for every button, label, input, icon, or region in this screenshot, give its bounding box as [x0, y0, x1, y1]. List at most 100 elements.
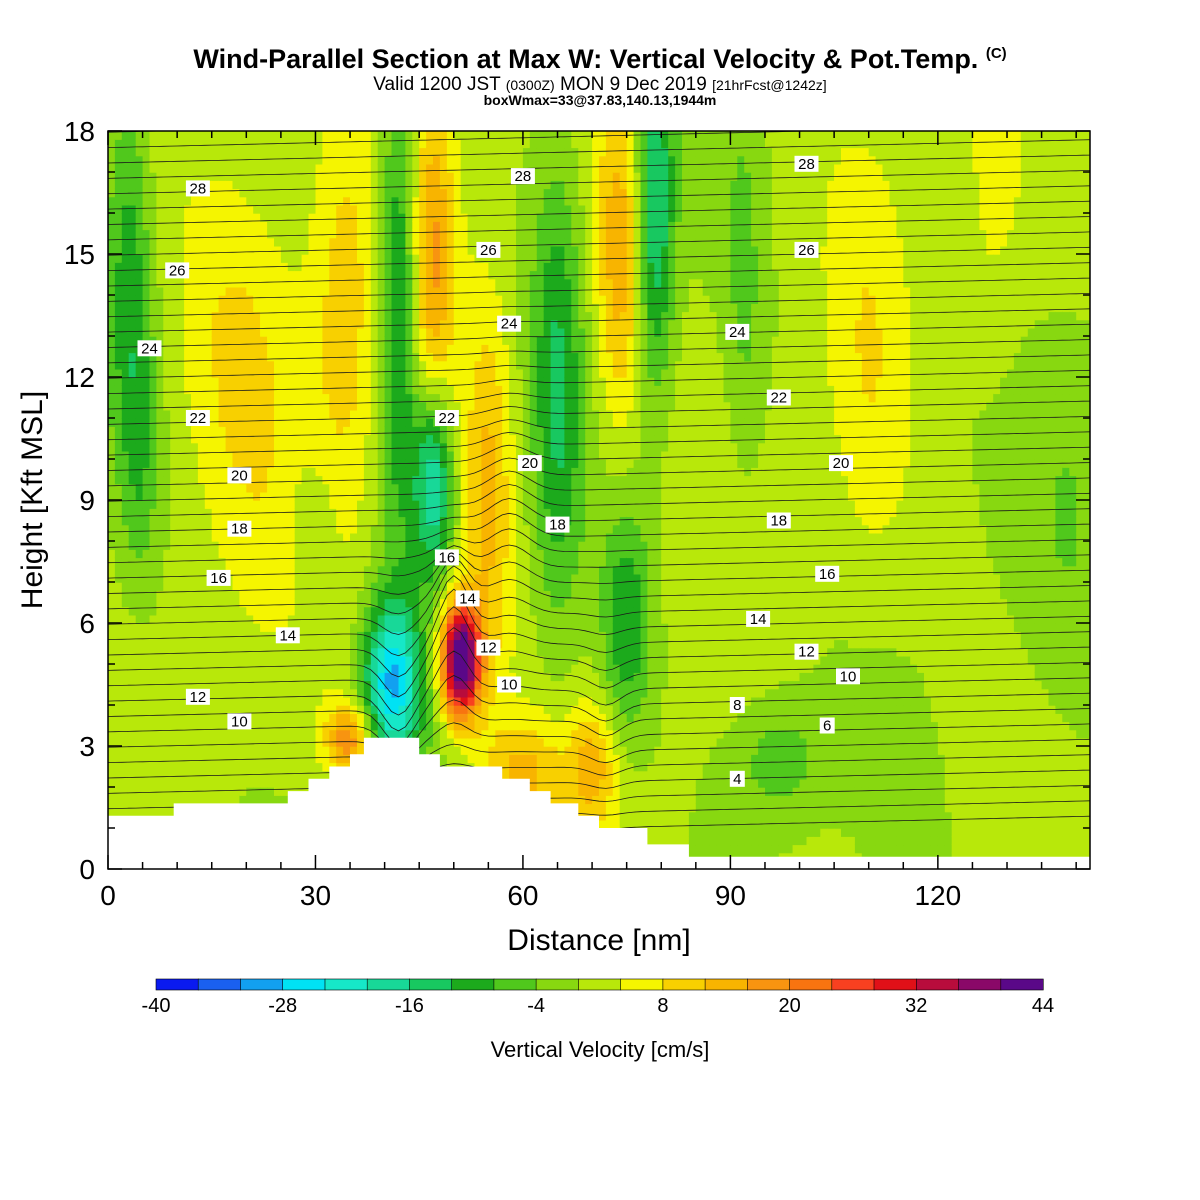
velocity-cell [253, 409, 261, 419]
velocity-cell [294, 319, 303, 329]
velocity-cell [156, 262, 164, 272]
velocity-cell [446, 475, 455, 485]
velocity-cell [481, 270, 489, 280]
velocity-cell [232, 270, 241, 280]
velocity-cell [204, 795, 213, 805]
velocity-cell [481, 582, 489, 591]
velocity-cell [412, 147, 420, 157]
velocity-cell [398, 360, 407, 370]
velocity-cell [301, 295, 310, 304]
velocity-cell [225, 147, 234, 157]
velocity-cell [439, 737, 448, 747]
velocity-cell [253, 508, 261, 518]
velocity-cell [149, 286, 158, 296]
velocity-cell [121, 434, 130, 444]
velocity-cell [294, 418, 303, 427]
velocity-cell [197, 672, 206, 682]
velocity-cell [280, 565, 289, 575]
velocity-cell [433, 655, 441, 665]
velocity-cell [239, 319, 247, 329]
velocity-cell [191, 557, 199, 567]
velocity-cell [329, 598, 337, 608]
velocity-cell [114, 319, 123, 329]
velocity-cell [280, 426, 289, 436]
velocity-cell [149, 163, 158, 173]
velocity-cell [163, 188, 171, 198]
velocity-cell [149, 139, 158, 149]
velocity-cell [426, 295, 434, 304]
velocity-cell [274, 606, 282, 616]
velocity-cell [274, 680, 282, 690]
velocity-cell [156, 229, 164, 239]
velocity-cell [142, 787, 151, 796]
velocity-cell [460, 705, 469, 714]
velocity-cell [370, 664, 379, 673]
velocity-cell [280, 204, 289, 214]
velocity-cell [453, 147, 462, 157]
velocity-cell [460, 262, 469, 272]
velocity-cell [426, 459, 434, 468]
velocity-cell [377, 393, 386, 403]
velocity-cell [197, 401, 206, 411]
velocity-cell [246, 385, 254, 395]
velocity-cell [184, 352, 192, 362]
velocity-cell [460, 147, 469, 157]
velocity-cell [467, 491, 476, 501]
velocity-cell [211, 557, 220, 567]
velocity-cell [474, 336, 483, 345]
velocity-cell [135, 286, 144, 296]
velocity-cell [481, 688, 489, 698]
velocity-cell [149, 360, 158, 370]
velocity-cell [398, 409, 407, 419]
velocity-cell [419, 327, 427, 337]
velocity-cell [204, 787, 213, 796]
velocity-cell [357, 344, 365, 354]
velocity-cell [343, 696, 351, 706]
velocity-cell [225, 360, 234, 370]
velocity-cell [280, 303, 289, 313]
velocity-cell [156, 631, 164, 641]
velocity-cell [343, 508, 351, 518]
velocity-cell [412, 262, 420, 272]
velocity-cell [184, 434, 192, 444]
velocity-cell [384, 352, 393, 362]
velocity-cell [315, 582, 324, 591]
velocity-cell [322, 500, 330, 509]
velocity-cell [336, 614, 344, 624]
velocity-cell [398, 270, 407, 280]
velocity-cell [433, 286, 441, 296]
velocity-cell [308, 172, 317, 181]
velocity-cell [363, 237, 372, 247]
velocity-cell [453, 582, 462, 591]
velocity-cell [398, 483, 407, 493]
velocity-cell [218, 336, 227, 345]
velocity-cell [287, 385, 296, 395]
velocity-cell [301, 229, 310, 239]
velocity-cell [184, 147, 192, 157]
velocity-cell [163, 713, 171, 723]
velocity-cell [308, 180, 317, 190]
velocity-cell [357, 459, 365, 468]
velocity-cell [163, 508, 171, 518]
velocity-cell [467, 434, 476, 444]
velocity-cell [315, 270, 324, 280]
velocity-cell [280, 655, 289, 665]
velocity-cell [329, 385, 337, 395]
velocity-cell [405, 204, 413, 214]
velocity-cell [308, 573, 317, 583]
velocity-cell [357, 573, 365, 583]
velocity-cell [163, 655, 171, 665]
velocity-cell [191, 139, 199, 149]
velocity-cell [163, 450, 171, 460]
velocity-cell [377, 262, 386, 272]
velocity-cell [322, 401, 330, 411]
velocity-cell [267, 204, 275, 214]
velocity-cell [370, 483, 379, 493]
velocity-cell [391, 500, 400, 509]
velocity-cell [294, 565, 303, 575]
velocity-cell [315, 139, 324, 149]
velocity-cell [350, 336, 358, 345]
velocity-cell [419, 746, 427, 755]
velocity-cell [287, 606, 296, 616]
velocity-cell [370, 541, 379, 550]
